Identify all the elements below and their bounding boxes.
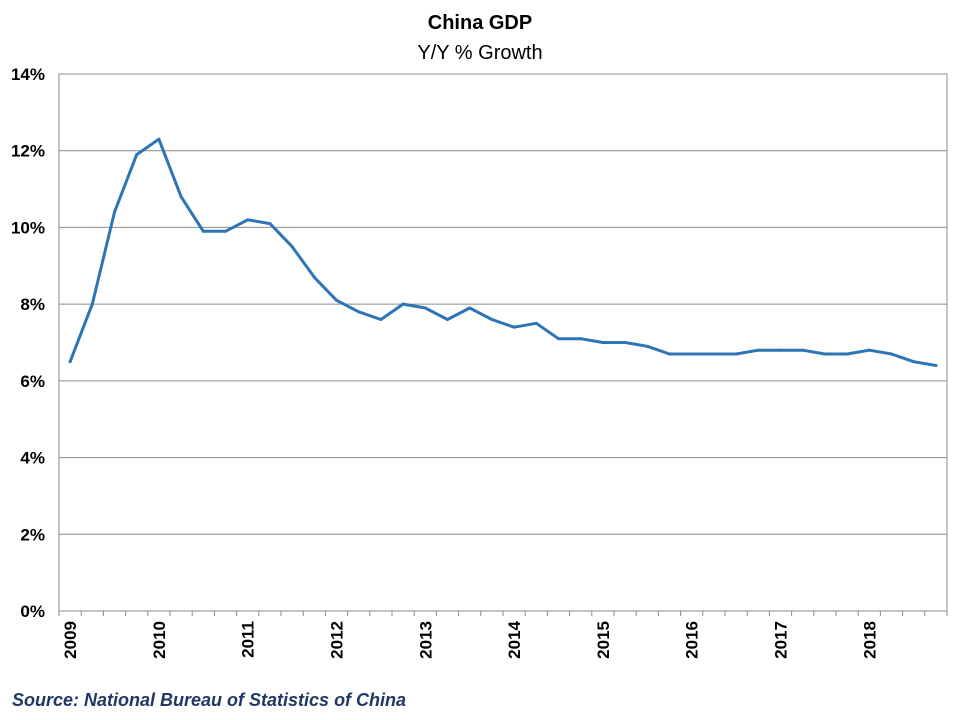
data-point xyxy=(90,302,94,306)
data-point xyxy=(113,210,116,214)
data-point xyxy=(268,222,272,226)
x-tick-label: 2017 xyxy=(772,621,791,659)
data-point xyxy=(579,337,583,341)
x-tick-label: 2015 xyxy=(594,621,613,659)
data-point xyxy=(135,153,139,157)
x-tick-label: 2013 xyxy=(416,621,435,659)
data-point xyxy=(934,364,938,368)
data-point xyxy=(157,137,161,141)
y-tick-label: 4% xyxy=(20,449,45,468)
data-point xyxy=(801,348,805,352)
data-point xyxy=(845,352,849,356)
data-point xyxy=(779,348,782,352)
x-tick-label: 2014 xyxy=(505,620,524,658)
data-point xyxy=(224,229,227,233)
y-tick-label: 2% xyxy=(20,525,45,544)
data-point xyxy=(512,325,516,329)
data-point xyxy=(468,306,472,310)
y-tick-label: 8% xyxy=(20,295,45,314)
data-point xyxy=(623,341,627,344)
data-point xyxy=(823,352,827,356)
data-point xyxy=(357,310,361,314)
y-tick-label: 6% xyxy=(20,372,45,391)
data-point xyxy=(756,348,760,352)
data-point xyxy=(490,317,494,321)
data-point xyxy=(690,352,694,356)
x-tick-label: 2018 xyxy=(860,621,879,659)
data-point xyxy=(557,337,560,341)
data-point xyxy=(401,302,405,306)
chart-subtitle: Y/Y % Growth xyxy=(417,42,543,64)
data-point xyxy=(68,360,72,364)
data-point xyxy=(668,352,671,356)
data-point xyxy=(312,275,316,279)
data-point xyxy=(290,245,294,249)
data-point xyxy=(734,352,738,356)
data-point xyxy=(601,341,605,344)
data-point xyxy=(379,317,383,321)
data-point xyxy=(890,352,893,356)
y-tick-label: 14% xyxy=(11,65,45,84)
data-point xyxy=(179,195,183,199)
data-point xyxy=(534,321,538,325)
data-point xyxy=(645,344,649,348)
y-tick-label: 10% xyxy=(11,218,45,237)
x-tick-label: 2010 xyxy=(150,621,169,659)
data-point xyxy=(446,317,449,321)
gdp-growth-line xyxy=(68,137,938,367)
data-point xyxy=(246,218,250,222)
data-point xyxy=(201,229,205,233)
x-tick-label: 2016 xyxy=(683,621,702,659)
data-point xyxy=(423,306,427,310)
x-tick-label: 2009 xyxy=(61,621,80,659)
x-tick-label: 2011 xyxy=(239,621,258,658)
data-point xyxy=(867,348,871,352)
x-tick-label: 2012 xyxy=(328,621,347,659)
source-note: Source: National Bureau of Statistics of… xyxy=(12,690,407,710)
plot-frame xyxy=(58,73,948,612)
data-point xyxy=(335,298,338,302)
y-tick-label: 12% xyxy=(11,142,45,161)
data-point xyxy=(712,352,716,356)
chart-title: China GDP xyxy=(427,12,533,34)
data-point xyxy=(912,360,916,364)
y-tick-label: 0% xyxy=(20,602,45,621)
